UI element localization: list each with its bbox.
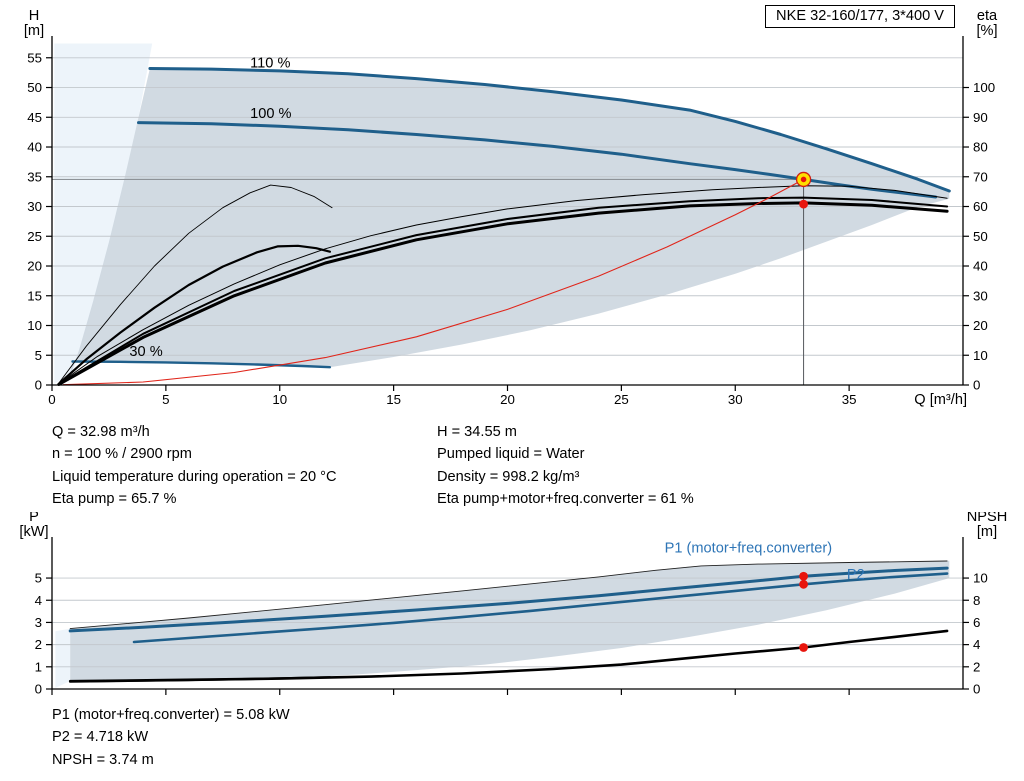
svg-text:20: 20 <box>27 259 42 274</box>
svg-text:3: 3 <box>35 615 42 630</box>
svg-text:40: 40 <box>27 140 42 155</box>
svg-text:35: 35 <box>27 169 42 184</box>
svg-text:35: 35 <box>842 392 857 407</box>
svg-text:40: 40 <box>973 259 988 274</box>
svg-text:15: 15 <box>27 288 42 303</box>
svg-text:eta: eta <box>977 8 998 24</box>
svg-text:90: 90 <box>973 110 988 125</box>
svg-text:0: 0 <box>35 378 42 393</box>
svg-text:10: 10 <box>272 392 287 407</box>
svg-text:H: H <box>29 8 40 24</box>
svg-text:30: 30 <box>728 392 743 407</box>
svg-text:30: 30 <box>27 199 42 214</box>
svg-text:60: 60 <box>973 199 988 214</box>
info-line: Eta pump+motor+freq.converter = 61 % <box>437 491 694 508</box>
svg-text:30 %: 30 % <box>129 344 162 360</box>
svg-text:30: 30 <box>973 288 988 303</box>
pump-title-box: NKE 32-160/177, 3*400 V <box>765 5 955 28</box>
svg-text:[kW]: [kW] <box>19 524 48 540</box>
svg-text:110 %: 110 % <box>250 55 290 71</box>
svg-text:4: 4 <box>973 637 980 652</box>
svg-text:0: 0 <box>48 392 55 407</box>
svg-text:4: 4 <box>35 593 42 608</box>
svg-text:20: 20 <box>973 318 988 333</box>
info-line: Liquid temperature during operation = 20… <box>52 468 337 485</box>
svg-text:10: 10 <box>973 348 988 363</box>
power-npsh-chart: P1 (motor+freq.converter) P2 0 1 2 3 4 5 0 2 4 6 8 10… <box>19 512 1008 697</box>
svg-text:5: 5 <box>162 392 169 407</box>
power-info-block: P1 (motor+freq.converter) = 5.08 kW P2 = … <box>52 704 290 771</box>
svg-text:P: P <box>29 512 39 525</box>
svg-text:100 %: 100 % <box>250 106 291 122</box>
svg-text:15: 15 <box>386 392 401 407</box>
info-line: Eta pump = 65.7 % <box>52 491 177 508</box>
hq-eta-chart: 110 %100 %30 %05101520253035404550550102… <box>24 8 998 408</box>
info-line: H = 34.55 m <box>437 424 517 440</box>
svg-text:50: 50 <box>973 229 988 244</box>
svg-text:[%]: [%] <box>976 23 997 39</box>
svg-text:P1 (motor+freq.converter): P1 (motor+freq.converter) <box>665 541 833 557</box>
svg-text:10: 10 <box>973 571 988 586</box>
duty-info-block: Q = 32.98 m³/h n = 100 % / 2900 rpm Liquid… <box>52 421 694 511</box>
svg-text:0: 0 <box>973 378 980 393</box>
svg-text:80: 80 <box>973 140 988 155</box>
info-line: P2 = 4.718 kW <box>52 729 149 746</box>
svg-text:5: 5 <box>35 348 42 363</box>
info-line: Pumped liquid = Water <box>437 446 585 463</box>
svg-text:6: 6 <box>973 615 980 630</box>
info-line: n = 100 % / 2900 rpm <box>52 446 192 463</box>
info-line: P1 (motor+freq.converter) = 5.08 kW <box>52 707 290 723</box>
svg-text:20: 20 <box>500 392 515 407</box>
svg-text:NPSH: NPSH <box>967 512 1008 525</box>
svg-text:0: 0 <box>35 682 42 697</box>
svg-text:45: 45 <box>27 110 42 125</box>
svg-text:70: 70 <box>973 169 988 184</box>
svg-text:1: 1 <box>35 659 42 674</box>
duty-info-right-column: H = 34.55 m Pumped liquid = Water Density … <box>437 421 694 511</box>
svg-text:25: 25 <box>27 229 42 244</box>
info-line: NPSH = 3.74 m <box>52 751 154 768</box>
info-line: Q = 32.98 m³/h <box>52 424 150 440</box>
svg-text:2: 2 <box>35 637 42 652</box>
svg-text:50: 50 <box>27 80 42 95</box>
svg-text:Q [m³/h]: Q [m³/h] <box>914 392 967 408</box>
svg-text:55: 55 <box>27 50 42 65</box>
svg-text:100: 100 <box>973 80 995 95</box>
svg-text:8: 8 <box>973 593 980 608</box>
svg-text:5: 5 <box>35 571 42 586</box>
duty-info-left-column: Q = 32.98 m³/h n = 100 % / 2900 rpm Liquid… <box>52 421 437 511</box>
svg-text:0: 0 <box>973 682 980 697</box>
svg-text:25: 25 <box>614 392 629 407</box>
svg-text:2: 2 <box>973 659 980 674</box>
svg-text:[m]: [m] <box>24 23 44 39</box>
svg-text:[m]: [m] <box>977 524 997 540</box>
svg-text:P2: P2 <box>847 567 865 583</box>
info-line: Density = 998.2 kg/m³ <box>437 468 580 485</box>
svg-text:10: 10 <box>27 318 42 333</box>
